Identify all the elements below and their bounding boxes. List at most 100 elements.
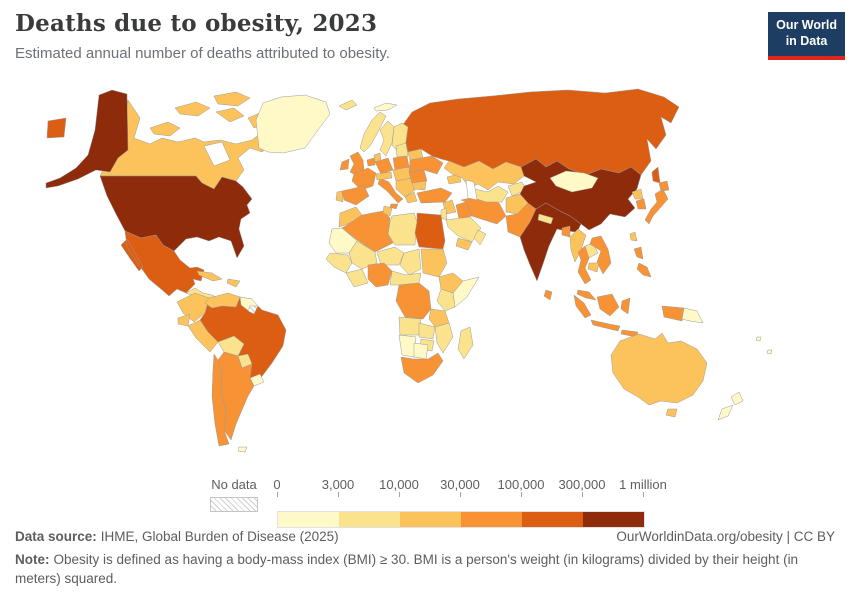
country-nigeria[interactable] (367, 262, 393, 288)
country-venezuela[interactable] (204, 292, 241, 309)
country-kazakhstan[interactable] (443, 160, 525, 191)
country-drc[interactable] (395, 282, 432, 320)
country-spain[interactable] (341, 185, 370, 206)
legend-tick-label: 0 (273, 477, 281, 492)
country-algeria[interactable] (341, 210, 394, 253)
legend-tick-label: 100,000 (497, 477, 545, 492)
note-text: Obesity is defined as having a body-mass… (15, 552, 799, 586)
country-egypt[interactable] (414, 212, 446, 250)
legend-bin-4[interactable] (522, 512, 583, 527)
country-madagascar[interactable] (457, 326, 474, 360)
country-angola[interactable] (398, 316, 422, 336)
legend-bin-5[interactable] (583, 512, 644, 527)
country-baltics[interactable] (395, 142, 409, 158)
chart-footer: Data source: IHME, Global Burden of Disea… (15, 529, 835, 589)
country-norway[interactable] (359, 111, 387, 153)
country-sudan[interactable] (420, 248, 448, 278)
country-falkland-islands[interactable] (237, 446, 248, 453)
country-portugal[interactable] (335, 190, 344, 203)
country-russia-east-wrap[interactable] (46, 117, 67, 139)
country-malaysia[interactable] (576, 289, 597, 301)
country-colombia[interactable] (176, 292, 210, 323)
country-greece[interactable] (404, 191, 418, 204)
country-ukraine[interactable] (408, 155, 444, 175)
legend-bin-3[interactable] (461, 512, 522, 527)
country-south-korea[interactable] (635, 198, 647, 210)
country-japan[interactable] (644, 180, 670, 225)
country-benelux[interactable] (366, 157, 376, 167)
country-fiji[interactable] (755, 336, 773, 355)
legend-bin-1[interactable] (339, 512, 400, 527)
country-france[interactable] (351, 167, 377, 191)
country-cambodia[interactable] (587, 262, 600, 273)
country-turkey[interactable] (416, 187, 453, 204)
note-label: Note: (15, 552, 50, 567)
country-mexico[interactable] (120, 230, 205, 297)
country-philippines[interactable] (633, 246, 652, 278)
legend-labels: 0 3,000 10,000 30,000 100,000 300,000 1 millio… (273, 477, 667, 497)
country-chile[interactable] (211, 353, 230, 447)
country-nepal[interactable] (537, 213, 554, 225)
country-zambia[interactable] (418, 322, 436, 340)
legend-tick-label: 10,000 (379, 477, 419, 492)
country-oman[interactable] (473, 229, 487, 246)
country-libya[interactable] (387, 212, 418, 246)
country-iceland[interactable] (338, 99, 358, 111)
country-italy[interactable] (377, 177, 404, 210)
country-australia[interactable] (610, 332, 708, 418)
country-sweden[interactable] (379, 120, 395, 157)
country-senegal-guinea[interactable] (325, 252, 353, 274)
country-ecuador[interactable] (177, 313, 191, 327)
country-svalbard[interactable] (373, 102, 398, 112)
country-balkans[interactable] (395, 177, 416, 198)
country-greenland[interactable] (255, 94, 331, 154)
owid-logo[interactable]: Our World in Data (768, 12, 845, 61)
country-hispaniola[interactable] (226, 278, 241, 288)
country-south-africa[interactable] (400, 352, 444, 384)
country-somalia[interactable] (452, 276, 480, 308)
country-ghana-ivory-coast[interactable] (345, 268, 369, 288)
country-bulgaria[interactable] (411, 180, 427, 191)
country-cuba[interactable] (196, 270, 223, 282)
country-india[interactable] (519, 202, 582, 282)
country-sakhalin[interactable] (651, 166, 661, 184)
country-niger[interactable] (376, 246, 405, 266)
country-ireland[interactable] (339, 158, 350, 171)
country-taiwan[interactable] (629, 231, 638, 242)
country-cameroon-car[interactable] (389, 270, 422, 286)
country-chad[interactable] (399, 248, 422, 276)
legend-bin-0[interactable] (278, 512, 339, 527)
country-tunisia[interactable] (382, 205, 393, 217)
country-bangladesh[interactable] (561, 225, 571, 238)
country-finland[interactable] (391, 122, 409, 153)
legend-no-data-swatch[interactable] (210, 497, 258, 512)
country-papua-new-guinea[interactable] (681, 307, 704, 324)
chart-subtitle: Estimated annual number of deaths attrib… (15, 45, 390, 62)
country-namibia[interactable] (398, 334, 417, 358)
caspian-sea (465, 179, 478, 201)
country-botswana[interactable] (413, 342, 429, 360)
owid-license-link[interactable]: OurWorldinData.org/obesity | CC BY (616, 529, 835, 544)
country-vietnam[interactable] (589, 235, 612, 275)
data-source-line: Data source: IHME, Global Burden of Disea… (15, 529, 339, 544)
country-new-zealand[interactable] (717, 391, 744, 421)
legend-scale: 0 3,000 10,000 30,000 100,000 300,000 1 millio… (273, 477, 667, 528)
country-china[interactable] (519, 158, 642, 231)
country-israel-jordan[interactable] (440, 207, 448, 221)
country-yemen[interactable] (455, 237, 473, 251)
country-mongolia[interactable] (549, 170, 599, 193)
legend-tick (277, 492, 278, 497)
country-canada[interactable] (99, 91, 271, 190)
country-bolivia[interactable] (217, 335, 245, 357)
owid-logo-line2: in Data (785, 33, 828, 48)
country-french-guiana[interactable] (247, 305, 259, 315)
country-sri-lanka[interactable] (543, 289, 553, 301)
chart-header: Deaths due to obesity, 2023 Estimated an… (15, 10, 390, 62)
country-switzerland-austria[interactable] (375, 171, 393, 181)
country-indonesia[interactable] (573, 293, 685, 338)
country-kenya[interactable] (436, 288, 456, 312)
legend-bin-2[interactable] (400, 512, 461, 527)
country-mozambique[interactable] (434, 322, 454, 354)
